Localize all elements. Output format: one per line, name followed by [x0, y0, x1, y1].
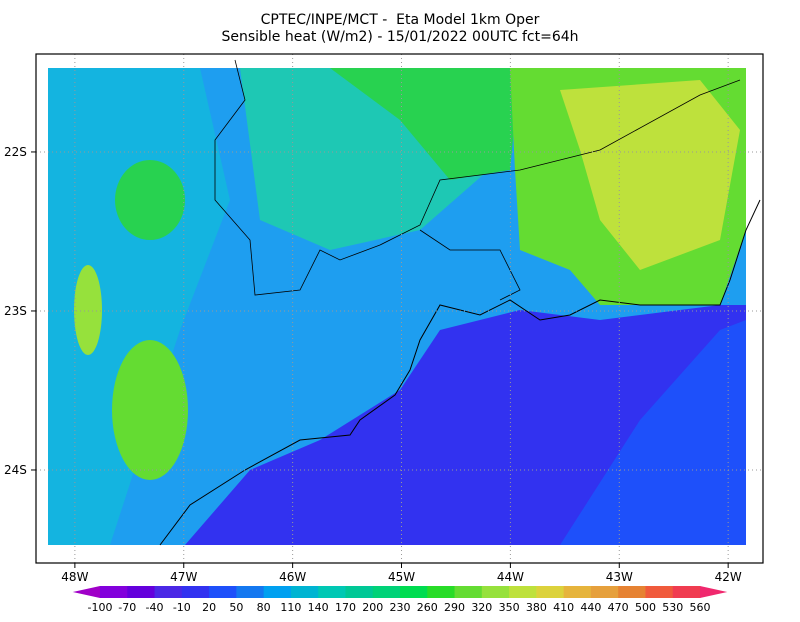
colorbar-segment [290, 586, 319, 598]
colorbar-label: 350 [499, 601, 520, 614]
colorbar-label: 260 [417, 601, 438, 614]
colorbar-label: 530 [662, 601, 683, 614]
lat-tick-label: 24S [4, 463, 27, 477]
colorbar-segment [454, 586, 483, 598]
colorbar-segment [127, 586, 156, 598]
field [48, 59, 761, 546]
colorbar-label: 110 [280, 601, 301, 614]
colorbar-segment [400, 586, 428, 598]
colorbar-label: 560 [690, 601, 711, 614]
colorbar-segment [372, 586, 401, 598]
colorbar-label: 20 [202, 601, 216, 614]
colorbar-segment [509, 586, 537, 598]
title-line-1: CPTEC/INPE/MCT - Eta Model 1km Oper [261, 12, 540, 28]
colorbar-label: -100 [88, 601, 113, 614]
colorbar-right-arrow [700, 586, 728, 598]
colorbar-segment [236, 586, 265, 598]
colorbar-label: 470 [608, 601, 629, 614]
colorbar-segment [536, 586, 565, 598]
state-border [214, 59, 741, 296]
field-green-west-3 [74, 265, 102, 355]
colorbar-segment [427, 586, 456, 598]
colorbar-label: 290 [444, 601, 465, 614]
ocean-east [560, 320, 746, 545]
colorbar-label: 500 [635, 601, 656, 614]
lon-tick-label: 42W [715, 570, 742, 584]
colorbar-segment [100, 586, 128, 598]
map-frame [35, 53, 764, 564]
colorbar-segment [209, 586, 237, 598]
colorbar-label: 380 [526, 601, 547, 614]
lat-tick-label: 22S [4, 145, 27, 159]
colorbar-label: 320 [471, 601, 492, 614]
field-green-west-2 [115, 160, 185, 240]
field-green-west [112, 340, 188, 480]
colorbar-segment [318, 586, 346, 598]
lon-tick-label: 46W [279, 570, 306, 584]
grid [31, 54, 763, 568]
field-west [48, 68, 230, 545]
colorbar-segment [481, 586, 510, 598]
colorbar-label: 230 [390, 601, 411, 614]
colorbar-segment [563, 586, 592, 598]
lat-tick-label: 23S [4, 304, 27, 318]
lon-tick-label: 48W [61, 570, 88, 584]
colorbar-label: -40 [146, 601, 164, 614]
field-yellow-east [560, 80, 740, 270]
colorbar-segment [263, 586, 292, 598]
colorbar-label: 140 [308, 601, 329, 614]
colorbar-left-arrow [72, 586, 100, 598]
colorbar-segment [618, 586, 646, 598]
colorbar-segment [672, 586, 701, 598]
lon-tick-label: 43W [606, 570, 633, 584]
lon-tick-label: 44W [497, 570, 524, 584]
colorbar-segment [590, 586, 619, 598]
colorbar-segment [154, 586, 183, 598]
lon-tick-label: 47W [170, 570, 197, 584]
title-line-2: Sensible heat (W/m2) - 15/01/2022 00UTC … [221, 29, 578, 45]
colorbar-label: -10 [173, 601, 191, 614]
colorbar-label: 80 [257, 601, 271, 614]
colorbar-label: 200 [362, 601, 383, 614]
colorbar-label: -70 [118, 601, 136, 614]
colorbar-label: 170 [335, 601, 356, 614]
colorbar: -100 -70 -40 -10 20 50 80 110 140 170 200 230 260 290… [72, 586, 728, 614]
colorbar-segment [181, 586, 210, 598]
colorbar-segment [645, 586, 674, 598]
lon-tick-label: 45W [388, 570, 415, 584]
colorbar-label: 50 [229, 601, 243, 614]
colorbar-label: 440 [580, 601, 601, 614]
colorbar-segment [345, 586, 374, 598]
state-border-2 [419, 229, 521, 301]
coastline [159, 199, 761, 546]
colorbar-label: 410 [553, 601, 574, 614]
